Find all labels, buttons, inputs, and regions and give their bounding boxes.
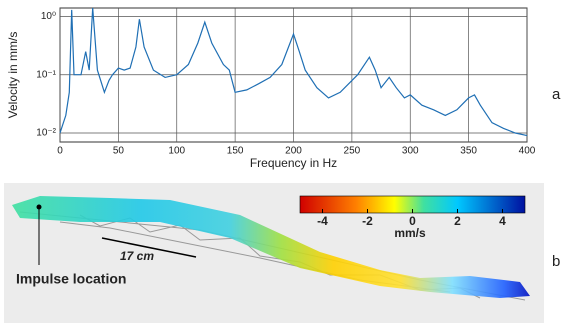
colorbar-tick-label: 2: [454, 214, 461, 228]
x-tick-label: 400: [519, 146, 536, 157]
y-tick-label: 10⁰: [41, 11, 56, 22]
x-tick-label: 50: [113, 146, 125, 157]
y-tick-label: 10⁻²: [36, 128, 56, 139]
x-tick-label: 250: [344, 146, 361, 157]
x-tick-label: 0: [57, 146, 63, 157]
panel-label: b: [552, 253, 560, 270]
x-tick-label: 350: [460, 146, 477, 157]
colorbar-tick-label: 4: [499, 214, 506, 228]
chart-a: 0 50 100 150 200 250 300 350 400 10⁻² 10⁻¹ 10⁰ Frequ…: [6, 8, 536, 170]
figure: 0 50 100 150 200 250 300 350 400 10⁻² 10⁻¹ 10⁰ Frequ…: [0, 0, 564, 327]
colorbar-tick-label: -4: [317, 214, 328, 228]
x-axis-title: Frequency in Hz: [250, 156, 337, 170]
x-tick-label: 100: [168, 146, 185, 157]
scale-label: 17 cm: [120, 249, 154, 263]
x-tick-label: 150: [227, 146, 244, 157]
annotation: Impulse location: [16, 271, 126, 287]
y-tick-label: 10⁻¹: [36, 69, 56, 80]
x-tick-label: 200: [285, 146, 302, 157]
y-axis-title: Velocity in mm/s: [6, 32, 20, 119]
colorbar-unit: mm/s: [394, 226, 426, 240]
colorbar-tick-label: -2: [362, 214, 373, 228]
x-tick-label: 300: [402, 146, 419, 157]
panel-label: a: [552, 86, 561, 103]
